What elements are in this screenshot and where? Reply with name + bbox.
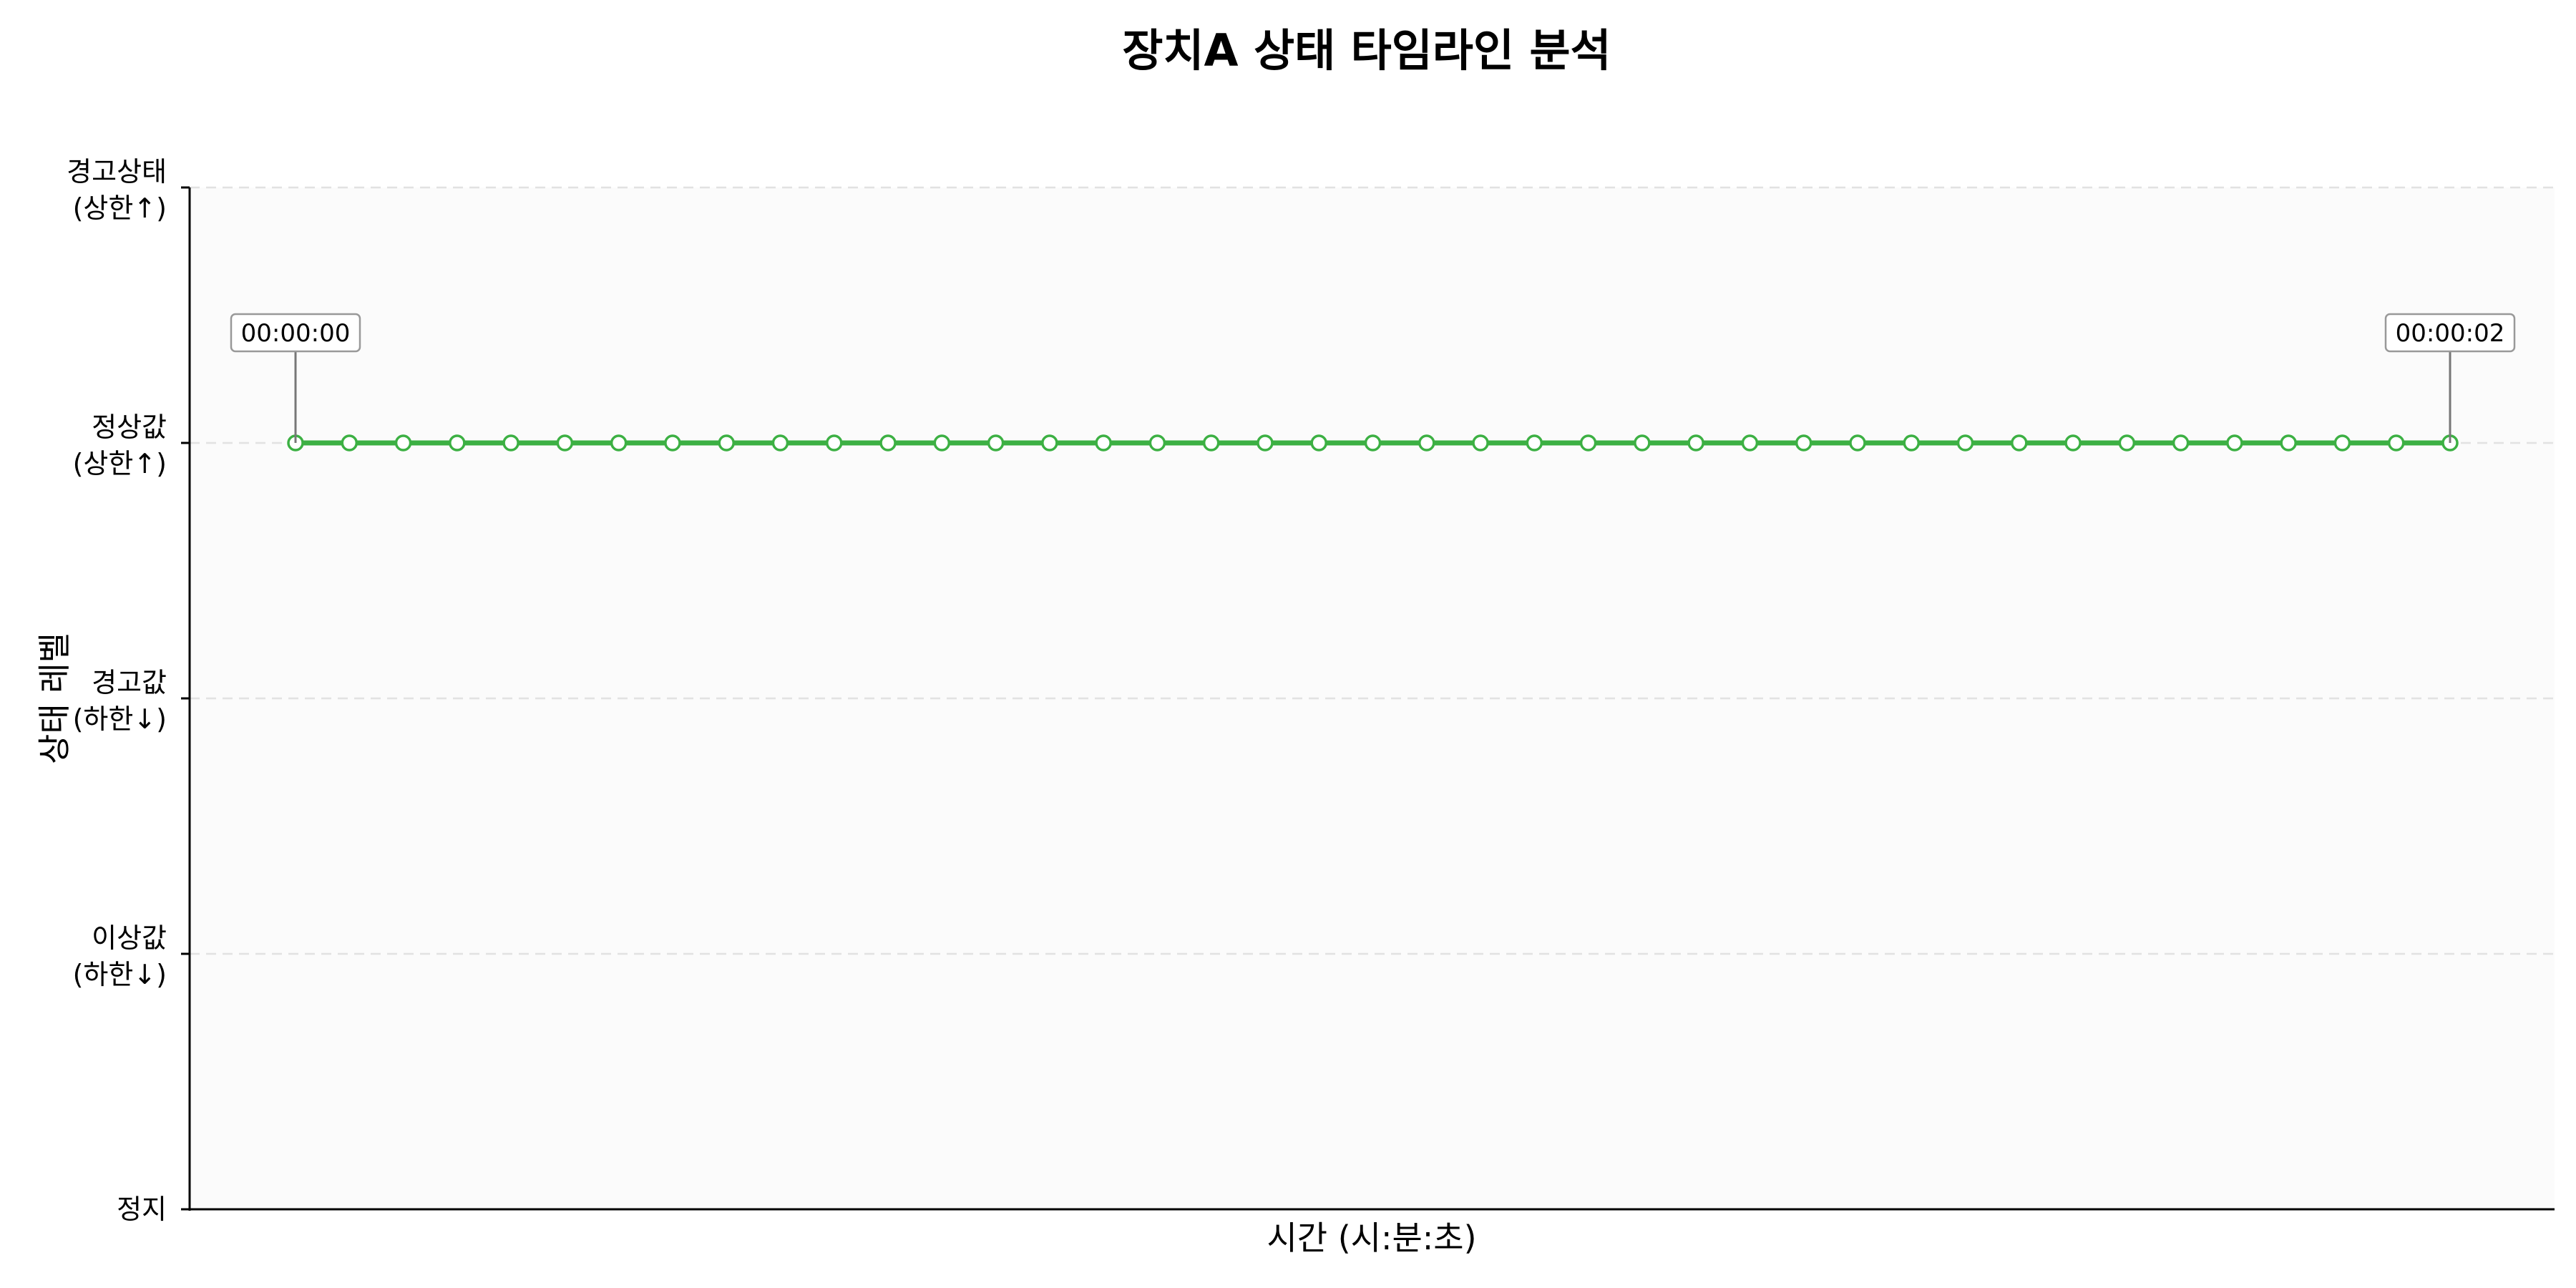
data-point: [502, 434, 519, 452]
data-point: [1687, 434, 1704, 452]
data-point: [1095, 434, 1112, 452]
y-tick-label: 정지: [117, 1194, 167, 1225]
data-point: [1903, 434, 1920, 452]
data-point: [718, 434, 735, 452]
data-point: [879, 434, 897, 452]
data-point: [610, 434, 628, 452]
data-point: [1579, 434, 1597, 452]
data-point: [1526, 434, 1543, 452]
chart-title: 장치A 상태 타임라인 분석: [1122, 24, 1611, 77]
data-point: [2172, 434, 2190, 452]
y-tick-label-sub: (상한↑): [73, 192, 167, 224]
series-line-group: [287, 434, 2459, 452]
data-point: [1849, 434, 1866, 452]
plot-area: [190, 187, 2555, 1209]
data-point: [2387, 434, 2405, 452]
y-tick-label: 경고상태: [67, 156, 167, 187]
data-point: [664, 434, 681, 452]
y-axis-label: 상태 레벨: [35, 633, 74, 764]
data-point: [2064, 434, 2082, 452]
data-point: [1418, 434, 1435, 452]
annotation-label: 00:00:02: [2396, 319, 2505, 348]
annotations: 00:00:00 00:00:02: [230, 313, 2516, 443]
data-point: [2118, 434, 2136, 452]
annotation-box: [230, 313, 361, 353]
data-point: [1741, 434, 1759, 452]
data-point: [2333, 434, 2351, 452]
y-tick-label-sub: (상한↑): [73, 448, 167, 479]
data-point: [1472, 434, 1489, 452]
data-point: [2226, 434, 2243, 452]
data-point: [826, 434, 843, 452]
data-point: [1148, 434, 1166, 452]
y-tick-label-sub: (하한↓): [73, 703, 167, 735]
x-axis-label: 시간 (시:분:초): [1267, 1219, 1476, 1257]
data-point: [1257, 434, 1274, 452]
data-point: [1202, 434, 1220, 452]
y-tick-label-sub: (하한↓): [73, 959, 167, 990]
data-point: [1310, 434, 1327, 452]
data-point: [2280, 434, 2297, 452]
annotation-box: [2384, 313, 2516, 353]
data-point: [556, 434, 574, 452]
data-point: [341, 434, 358, 452]
data-point: [1956, 434, 1974, 452]
y-ticks: 정지 이상값 (하한↓) 경고값 (하한↓) 정상값 (상한↑) 경고상태 (상한↑): [67, 156, 190, 1225]
y-tick-label: 이상값: [92, 922, 167, 954]
data-point: [394, 434, 412, 452]
y-tick-label: 정상값: [92, 411, 167, 443]
data-point: [1795, 434, 1813, 452]
annotation-label: 00:00:00: [241, 319, 351, 348]
data-point: [1634, 434, 1651, 452]
data-point: [1041, 434, 1058, 452]
y-tick-label: 경고값: [92, 667, 167, 698]
data-point: [987, 434, 1005, 452]
data-point: [2011, 434, 2028, 452]
data-point: [1364, 434, 1382, 452]
data-point: [449, 434, 466, 452]
data-point: [933, 434, 951, 452]
data-point: [771, 434, 789, 452]
